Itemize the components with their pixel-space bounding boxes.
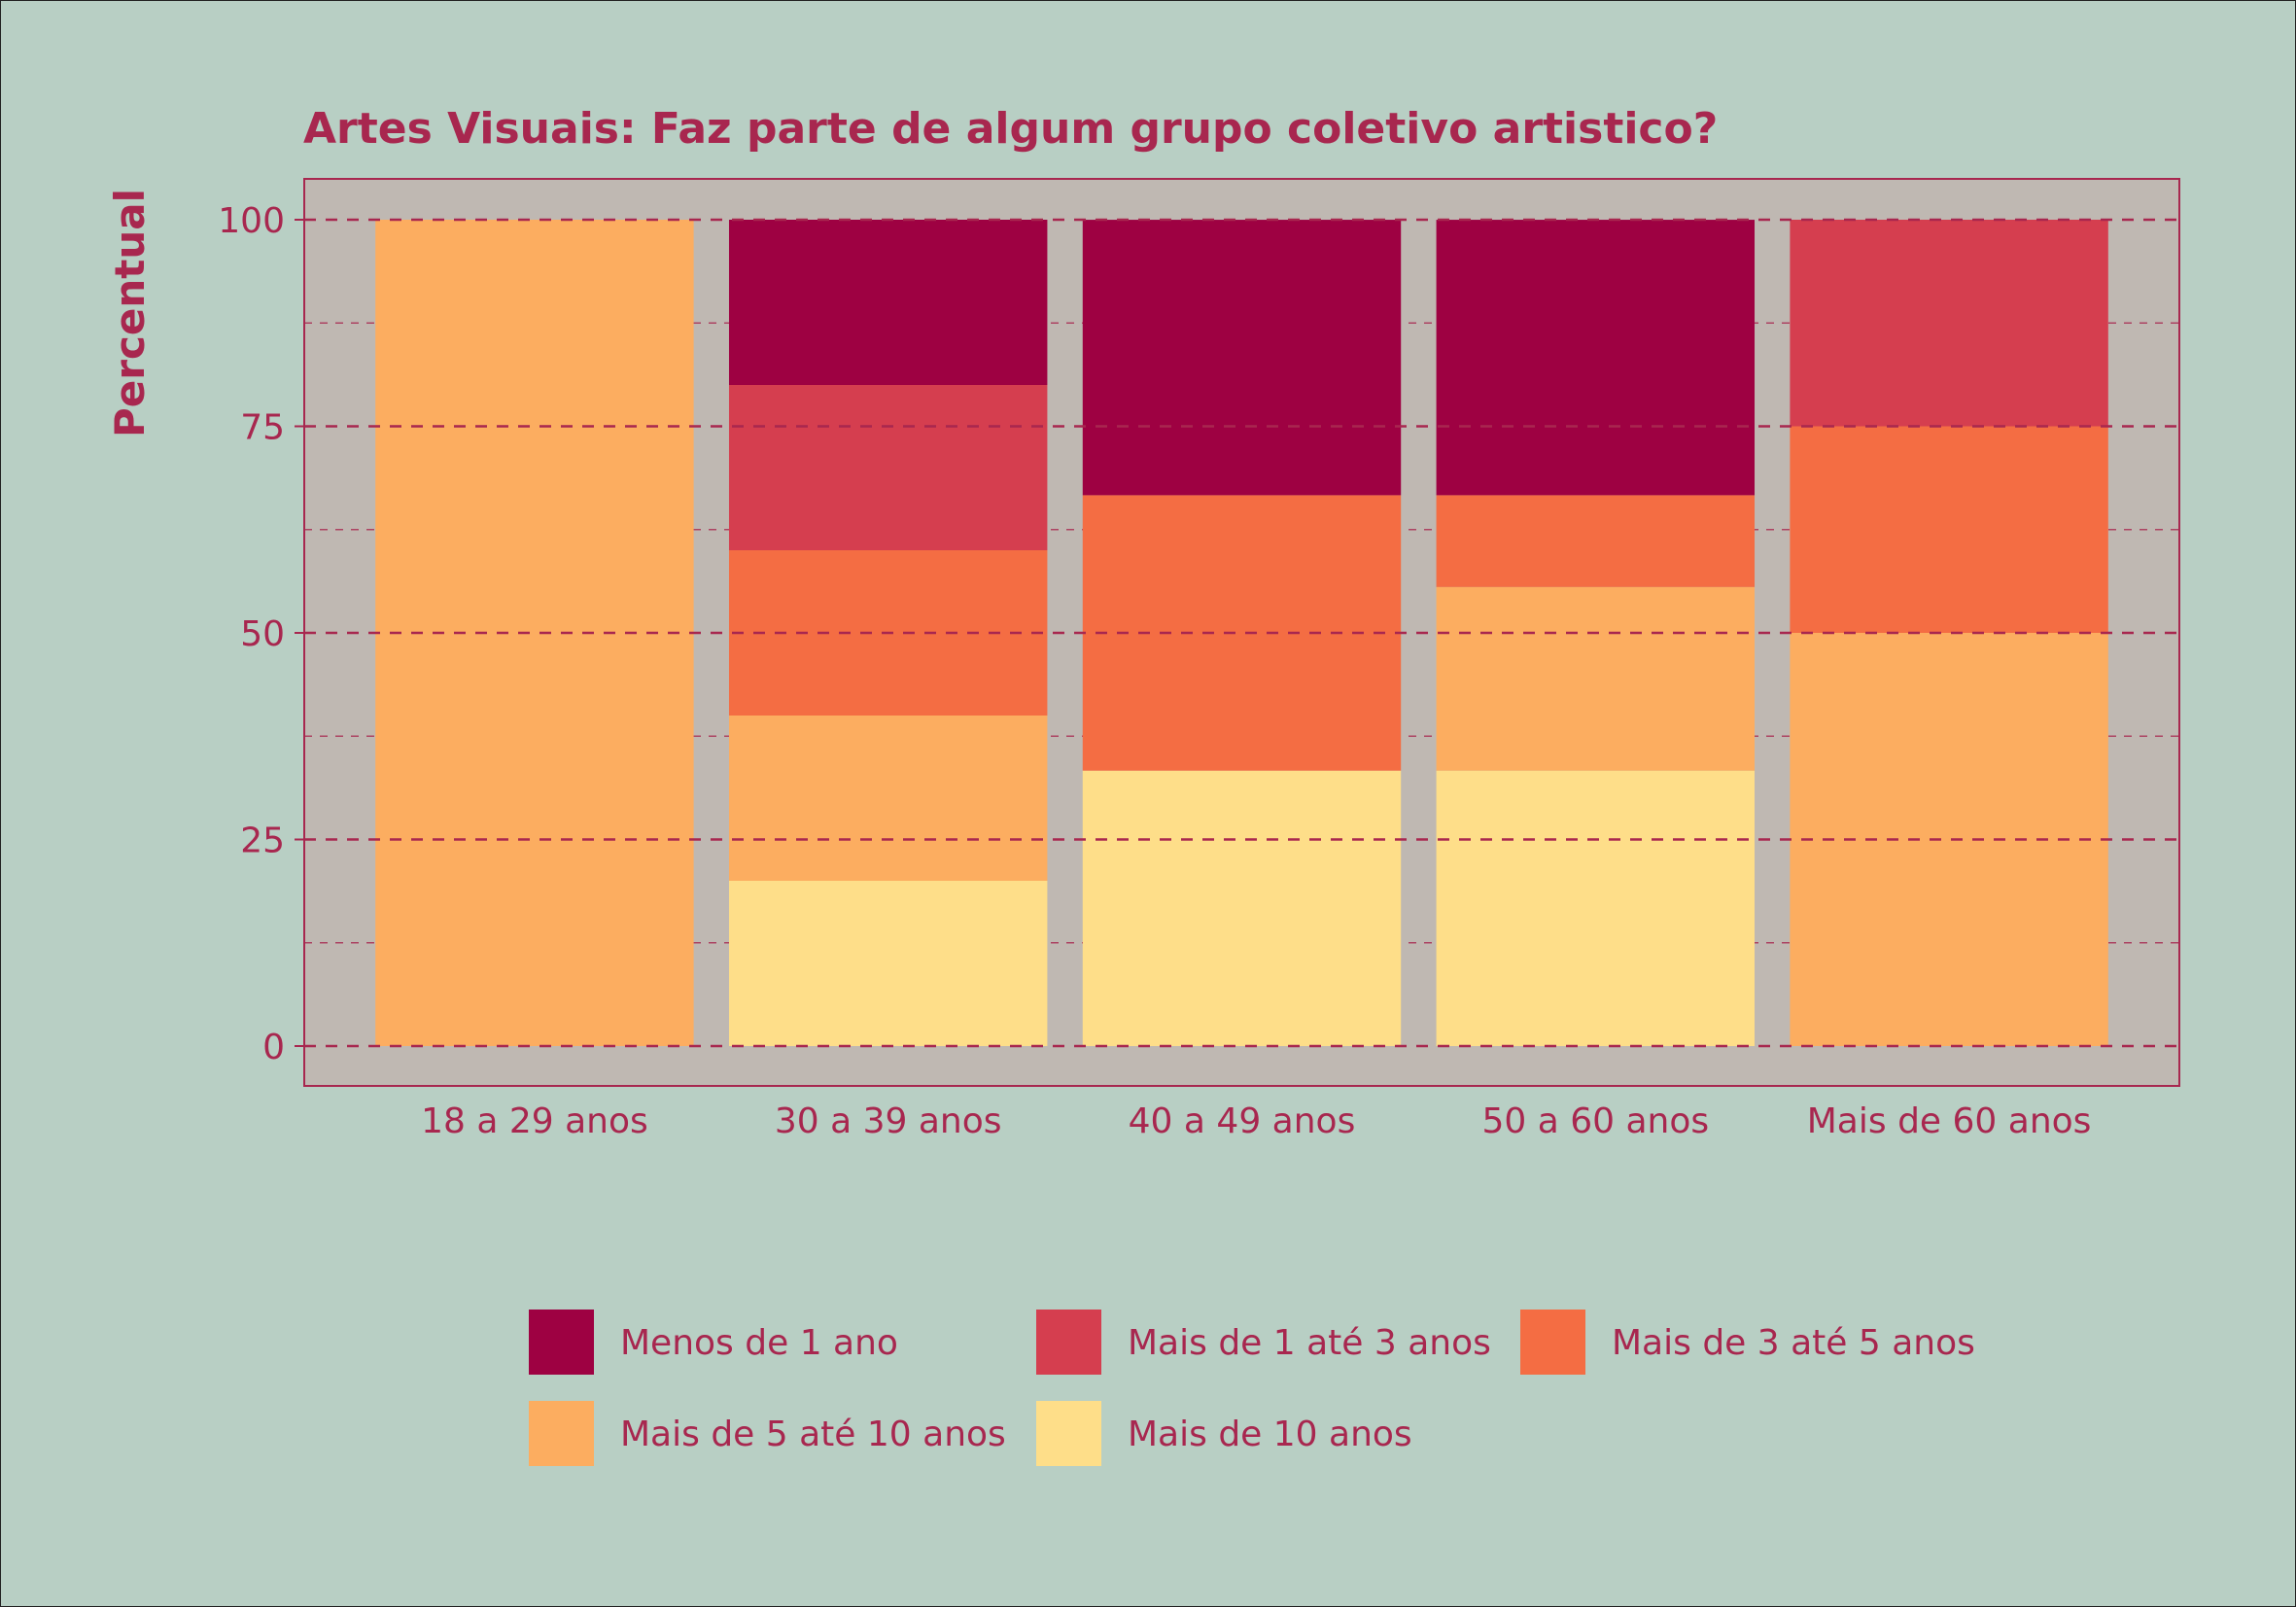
legend: Menos de 1 ano Mais de 1 até 3 anos Mais d… xyxy=(529,1310,1975,1466)
x-tick-label: 18 a 29 anos xyxy=(421,1101,648,1141)
bar-segment xyxy=(1082,495,1402,771)
y-axis-label: Percentual xyxy=(106,189,154,437)
bar-segment xyxy=(728,881,1048,1046)
legend-swatch xyxy=(1520,1310,1585,1375)
legend-swatch xyxy=(529,1310,594,1375)
bar-segment xyxy=(1790,220,2108,427)
bar-segment xyxy=(728,716,1048,881)
bar-segment xyxy=(728,220,1048,385)
bar-segment xyxy=(1436,586,1756,771)
bar-segment xyxy=(375,220,694,1046)
legend-swatch xyxy=(1036,1310,1101,1375)
bar-segment xyxy=(1790,426,2108,633)
y-tick-label: 50 xyxy=(240,614,285,654)
legend-label: Mais de 3 até 5 anos xyxy=(1612,1323,1975,1363)
y-tick-label: 100 xyxy=(218,201,285,241)
bar-segment xyxy=(1082,220,1402,496)
bar-segment xyxy=(1436,220,1756,496)
legend-label: Menos de 1 ano xyxy=(620,1323,898,1363)
x-tick-label: 30 a 39 anos xyxy=(775,1101,1002,1141)
y-tick-label: 0 xyxy=(262,1028,285,1067)
legend-label: Mais de 10 anos xyxy=(1128,1415,1412,1454)
legend-label: Mais de 1 até 3 anos xyxy=(1128,1323,1491,1363)
bar-segment xyxy=(1082,770,1402,1046)
legend-label: Mais de 5 até 10 anos xyxy=(620,1415,1006,1454)
bar-segment xyxy=(1436,770,1756,1046)
y-tick-label: 25 xyxy=(240,821,285,861)
x-tick-label: 50 a 60 anos xyxy=(1481,1101,1709,1141)
legend-swatch xyxy=(1036,1401,1101,1466)
chart-title: Artes Visuais: Faz parte de algum grupo … xyxy=(303,104,1718,154)
legend-swatch xyxy=(529,1401,594,1466)
x-tick-label: 40 a 49 anos xyxy=(1129,1101,1356,1141)
bar-segment xyxy=(728,385,1048,550)
plot-area: 18 a 29 anos 30 a 39 anos 40 a 49 anos 50 a… xyxy=(218,178,2180,1141)
x-tick-label: Mais de 60 anos xyxy=(1807,1101,2092,1141)
bar-segment xyxy=(1436,495,1756,587)
bar-segment xyxy=(1790,633,2108,1046)
y-tick-label: 75 xyxy=(240,408,285,448)
